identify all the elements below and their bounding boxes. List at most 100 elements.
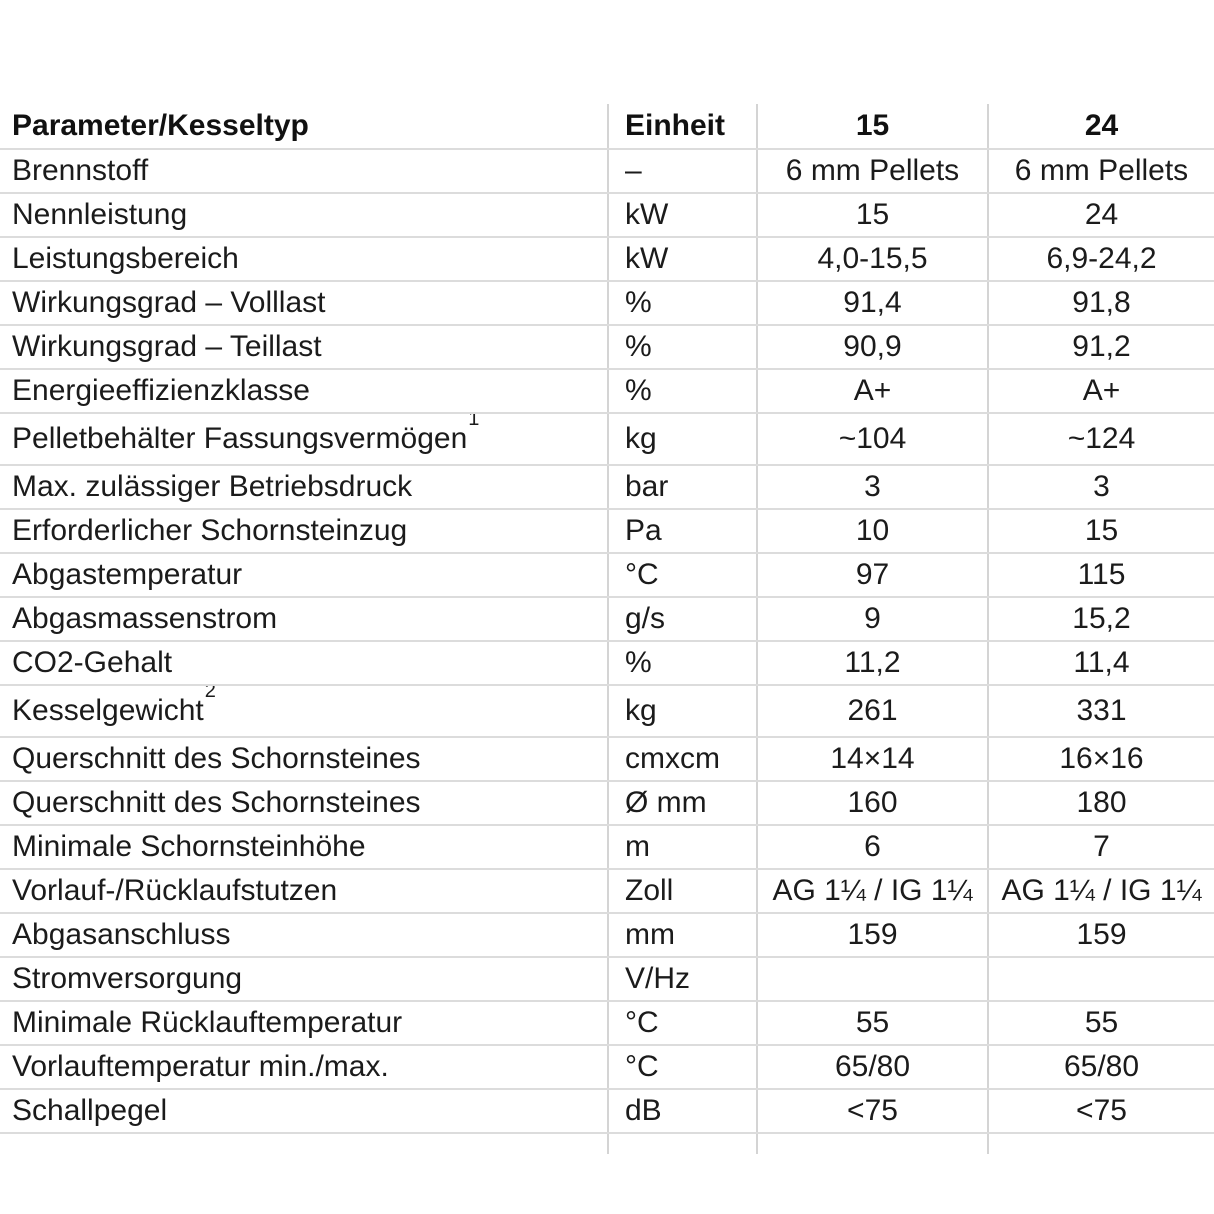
table-row: Minimale Rücklauftemperatur °C 55 55 (0, 1001, 1214, 1046)
param-cell: Abgastemperatur (0, 553, 608, 598)
unit-cell: kW (607, 237, 757, 282)
param-cell: Wirkungsgrad – Teillast (0, 325, 608, 370)
param-label: Querschnitt des Schornsteines (12, 742, 421, 775)
value-15-cell: 6 mm Pellets (756, 149, 988, 194)
table-row: Abgastemperatur °C 97 115 (0, 553, 1214, 598)
value-24-cell: 3 (987, 465, 1214, 510)
value-24-cell: 115 (987, 553, 1214, 598)
unit-cell: kg (607, 413, 757, 466)
param-cell: Pelletbehälter Fassungsvermögen1 (0, 413, 608, 466)
value-15-cell: 6 (756, 825, 988, 870)
header-einheit: Einheit (607, 104, 757, 150)
table-row: Stromversorgung V/Hz (0, 957, 1214, 1002)
table-row: Vorlauftemperatur min./max. °C 65/80 65/… (0, 1045, 1214, 1090)
value-15-cell: 9 (756, 597, 988, 642)
header-parameter-kesseltyp: Parameter/Kesseltyp (0, 104, 608, 150)
param-cell: Vorlauf-/Rücklaufstutzen (0, 869, 608, 914)
stub-v24-cell (987, 1133, 1214, 1154)
table-row: Abgasanschluss mm 159 159 (0, 913, 1214, 958)
param-label: Leistungsbereich (12, 242, 239, 275)
unit-cell: bar (607, 465, 757, 510)
table-row: Kesselgewicht2 kg 261 331 (0, 685, 1214, 738)
param-superscript: 2 (204, 685, 216, 702)
table-row: Leistungsbereich kW 4,0-15,5 6,9-24,2 (0, 237, 1214, 282)
value-24-cell: 16×16 (987, 737, 1214, 782)
param-label: Abgasmassenstrom (12, 602, 278, 635)
value-15-cell: A+ (756, 369, 988, 414)
param-label: Erforderlicher Schornsteinzug (12, 514, 408, 547)
value-15-cell (756, 957, 988, 1002)
param-label: Brennstoff (12, 154, 149, 187)
param-cell: Querschnitt des Schornsteines (0, 737, 608, 782)
param-label: Minimale Rücklauftemperatur (12, 1006, 403, 1039)
param-label: Schallpegel (12, 1094, 168, 1127)
param-label: Vorlauftemperatur min./max. (12, 1050, 389, 1083)
unit-cell: kW (607, 193, 757, 238)
param-cell: Abgasanschluss (0, 913, 608, 958)
value-24-cell: 55 (987, 1001, 1214, 1046)
unit-cell: g/s (607, 597, 757, 642)
value-15-cell: 11,2 (756, 641, 988, 686)
value-15-cell: 4,0-15,5 (756, 237, 988, 282)
param-cell: Energieeffizienzklasse (0, 369, 608, 414)
table-row: Vorlauf-/Rücklaufstutzen Zoll AG 1¼ / IG… (0, 869, 1214, 914)
param-label: Kesselgewicht (12, 694, 204, 727)
value-24-cell: 65/80 (987, 1045, 1214, 1090)
unit-cell: % (607, 281, 757, 326)
unit-cell: °C (607, 1045, 757, 1090)
table-row: CO2-Gehalt % 11,2 11,4 (0, 641, 1214, 686)
unit-cell: °C (607, 553, 757, 598)
param-cell: Minimale Schornsteinhöhe (0, 825, 608, 870)
param-cell: Erforderlicher Schornsteinzug (0, 509, 608, 554)
value-15-cell: <75 (756, 1089, 988, 1134)
param-label: CO2-Gehalt (12, 646, 173, 679)
param-label: Wirkungsgrad – Teillast (12, 330, 322, 363)
value-15-cell: 10 (756, 509, 988, 554)
value-15-cell: 159 (756, 913, 988, 958)
param-cell: Querschnitt des Schornsteines (0, 781, 608, 826)
param-label: Querschnitt des Schornsteines (12, 786, 421, 819)
table-row: Brennstoff – 6 mm Pellets 6 mm Pellets (0, 149, 1214, 194)
value-15-cell: 97 (756, 553, 988, 598)
param-cell: Kesselgewicht2 (0, 685, 608, 738)
value-15-cell: 160 (756, 781, 988, 826)
header-model-24: 24 (987, 104, 1214, 150)
value-24-cell: 6,9-24,2 (987, 237, 1214, 282)
param-cell: Nennleistung (0, 193, 608, 238)
value-24-cell: <75 (987, 1089, 1214, 1134)
unit-cell: mm (607, 913, 757, 958)
param-label: Minimale Schornsteinhöhe (12, 830, 366, 863)
value-24-cell: 7 (987, 825, 1214, 870)
table-row: Querschnitt des Schornsteines cmxcm 14×1… (0, 737, 1214, 782)
param-cell: Abgasmassenstrom (0, 597, 608, 642)
value-24-cell: 180 (987, 781, 1214, 826)
param-label: Abgasanschluss (12, 918, 231, 951)
value-15-cell: 90,9 (756, 325, 988, 370)
value-24-cell: 331 (987, 685, 1214, 738)
value-24-cell: 91,8 (987, 281, 1214, 326)
unit-cell: °C (607, 1001, 757, 1046)
value-15-cell: ~104 (756, 413, 988, 466)
value-15-cell: 15 (756, 193, 988, 238)
param-cell: Leistungsbereich (0, 237, 608, 282)
value-15-cell: 55 (756, 1001, 988, 1046)
header-row: Parameter/Kesseltyp Einheit 15 24 (0, 104, 1214, 150)
value-24-cell: 91,2 (987, 325, 1214, 370)
value-24-cell: 159 (987, 913, 1214, 958)
stub-param-cell (0, 1133, 608, 1154)
stub-unit-cell (607, 1133, 757, 1154)
unit-cell: % (607, 369, 757, 414)
param-label: Abgastemperatur (12, 558, 243, 591)
value-24-cell: A+ (987, 369, 1214, 414)
param-label: Max. zulässiger Betriebsdruck (12, 470, 413, 503)
value-15-cell: 65/80 (756, 1045, 988, 1090)
param-cell: Schallpegel (0, 1089, 608, 1134)
table-row: Pelletbehälter Fassungsvermögen1 kg ~104… (0, 413, 1214, 466)
table-row: Erforderlicher Schornsteinzug Pa 10 15 (0, 509, 1214, 554)
value-24-cell: 6 mm Pellets (987, 149, 1214, 194)
spec-table: Parameter/Kesseltyp Einheit 15 24 Brenns… (0, 104, 1214, 1154)
param-label: Stromversorgung (12, 962, 243, 995)
unit-cell: % (607, 325, 757, 370)
empty-stub-row (0, 1133, 1214, 1154)
